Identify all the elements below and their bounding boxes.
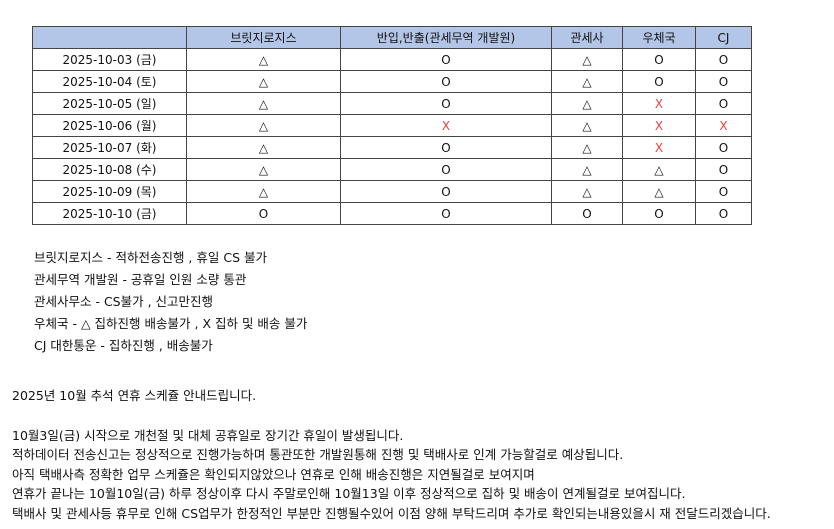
status-cell: △ [186, 92, 341, 115]
table-row: 2025-10-09 (목) △ O △ △ O [32, 180, 752, 203]
status-cell: △ [186, 114, 341, 137]
status-cell: O [695, 92, 752, 115]
status-cell: X [622, 136, 696, 159]
status-cell: O [695, 202, 752, 225]
table-row: 2025-10-07 (화) △ O △ X O [32, 136, 752, 159]
status-cell: △ [551, 136, 623, 159]
status-cell: O [695, 70, 752, 93]
status-cell: △ [551, 158, 623, 181]
status-cell: O [695, 136, 752, 159]
column-header: 반입,반출(관세무역 개발원) [340, 26, 552, 49]
status-cell: △ [186, 136, 341, 159]
announcement-line: 적하데이터 전송신고는 정상적으로 진행가능하며 통관또한 개발원통해 진행 및… [12, 447, 624, 463]
status-cell: O [340, 70, 552, 93]
status-cell: △ [622, 158, 696, 181]
announcement-line: 연휴가 끝나는 10월10일(금) 하루 정상이후 다시 주말로인해 10월13… [12, 486, 686, 502]
holiday-schedule-table: 브릿지로지스 반입,반출(관세무역 개발원) 관세사 우체국 CJ 2025-10-03… [32, 26, 752, 225]
table-header-row: 브릿지로지스 반입,반출(관세무역 개발원) 관세사 우체국 CJ [32, 26, 752, 49]
status-cell: O [695, 158, 752, 181]
status-cell: △ [551, 48, 623, 71]
status-cell: O [622, 202, 696, 225]
status-cell: O [340, 136, 552, 159]
column-header: 브릿지로지스 [186, 26, 341, 49]
announcement-line: 아직 택배사측 정확한 업무 스케쥴은 확인되지않았으나 연휴로 인해 배송진행… [12, 466, 535, 482]
note-item: 브릿지로지스 - 적하전송진행 , 휴일 CS 불가 [34, 250, 267, 265]
status-cell: △ [551, 92, 623, 115]
date-cell: 2025-10-08 (수) [32, 158, 187, 181]
date-cell: 2025-10-07 (화) [32, 136, 187, 159]
date-cell: 2025-10-10 (금) [32, 202, 187, 225]
date-cell: 2025-10-09 (목) [32, 180, 187, 203]
status-cell: O [622, 48, 696, 71]
note-item: 우체국 - △ 집하진행 배송불가 , X 집하 및 배송 불가 [34, 316, 308, 331]
status-cell: O [186, 202, 341, 225]
notes-list: 브릿지로지스 - 적하전송진행 , 휴일 CS 불가 관세무역 개발원 - 공휴… [34, 247, 307, 357]
table-row: 2025-10-08 (수) △ O △ △ O [32, 158, 752, 181]
date-cell: 2025-10-03 (금) [32, 48, 187, 71]
status-cell: X [340, 114, 552, 137]
status-cell: O [340, 48, 552, 71]
status-cell: O [695, 180, 752, 203]
status-cell: X [622, 92, 696, 115]
status-cell: △ [551, 114, 623, 137]
status-cell: △ [622, 180, 696, 203]
table-row: 2025-10-05 (일) △ O △ X O [32, 92, 752, 115]
status-cell: X [622, 114, 696, 137]
status-cell: △ [186, 158, 341, 181]
table-row: 2025-10-10 (금) O O O O O [32, 202, 752, 225]
column-header [32, 26, 187, 49]
status-cell: X [695, 114, 752, 137]
table-row: 2025-10-03 (금) △ O △ O O [32, 48, 752, 71]
status-cell: O [340, 158, 552, 181]
status-cell: △ [186, 48, 341, 71]
status-cell: △ [551, 70, 623, 93]
status-cell: △ [186, 70, 341, 93]
status-cell: O [340, 202, 552, 225]
note-item: CJ 대한통운 - 집하진행 , 배송불가 [34, 338, 213, 353]
announcement-title: 2025년 10월 추석 연휴 스케쥴 안내드립니다. [12, 388, 257, 403]
status-cell: O [622, 70, 696, 93]
column-header: 우체국 [622, 26, 696, 49]
column-header: 관세사 [551, 26, 623, 49]
status-cell: O [695, 48, 752, 71]
note-item: 관세무역 개발원 - 공휴일 인원 소량 통관 [34, 272, 247, 287]
date-cell: 2025-10-06 (월) [32, 114, 187, 137]
announcement: 2025년 10월 추석 연휴 스케쥴 안내드립니다. 10월3일(금) 시작으… [12, 386, 771, 524]
status-cell: △ [551, 180, 623, 203]
announcement-line: 택배사 및 관세사등 휴무로 인해 CS업무가 한정적인 부분만 진행될수있어 … [12, 505, 771, 521]
status-cell: △ [186, 180, 341, 203]
announcement-line: 10월3일(금) 시작으로 개천절 및 대체 공휴일로 장기간 휴일이 발생됩니… [12, 427, 404, 443]
status-cell: O [551, 202, 623, 225]
date-cell: 2025-10-05 (일) [32, 92, 187, 115]
date-cell: 2025-10-04 (토) [32, 70, 187, 93]
table-row: 2025-10-04 (토) △ O △ O O [32, 70, 752, 93]
status-cell: O [340, 92, 552, 115]
note-item: 관세사무소 - CS불가 , 신고만진행 [34, 294, 214, 309]
status-cell: O [340, 180, 552, 203]
table-row: 2025-10-06 (월) △ X △ X X [32, 114, 752, 137]
column-header: CJ [695, 26, 752, 49]
